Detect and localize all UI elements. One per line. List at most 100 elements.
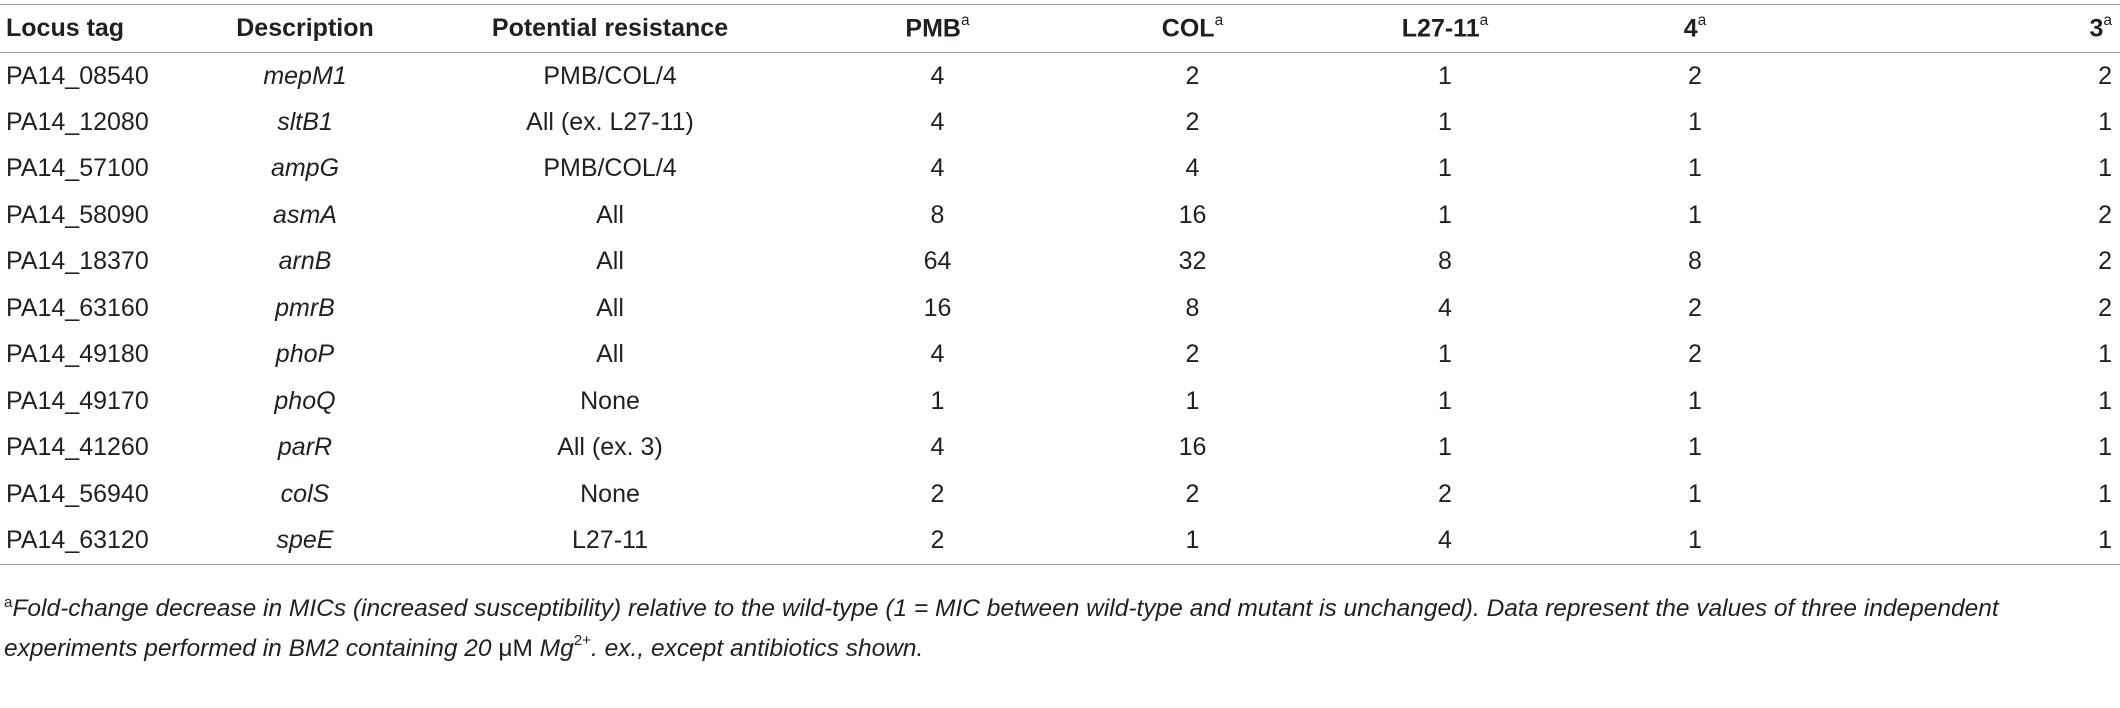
header-3: 3a [1820, 4, 2120, 53]
cell-potential-resistance: None [580, 386, 640, 415]
cell-col: 1 [1185, 386, 1200, 415]
table-row: PA14_49170 phoQ None 1 1 1 1 1 [0, 378, 2120, 425]
cell-4: 1 [1688, 386, 1702, 415]
cell-potential-resistance: All (ex. 3) [557, 433, 663, 462]
cell-locus-tag: PA14_57100 [6, 154, 149, 183]
cell-col: 1 [1065, 517, 1320, 565]
header-4: 4a [1570, 4, 1820, 53]
cell-col: 4 [1185, 154, 1200, 183]
cell-locus-tag: PA14_63120 [0, 517, 200, 565]
cell-col: 2 [1185, 340, 1200, 369]
table-row: PA14_63160 pmrB All 16 8 4 2 2 [0, 285, 2120, 332]
cell-locus-tag: PA14_63160 [6, 293, 149, 322]
footnote-text-2: Mg [532, 635, 574, 663]
cell-pmb: 4 [930, 433, 945, 462]
cell-locus-tag: PA14_49170 [6, 386, 149, 415]
footnote-text-1: Fold-change decrease in MICs (increased … [4, 595, 1999, 663]
cell-pmb: 8 [930, 200, 945, 229]
cell-3: 2 [2098, 200, 2112, 229]
cell-locus-tag: PA14_49180 [6, 340, 149, 369]
header-row: Locus tag Description Potential resistan… [0, 4, 2120, 53]
footnote-ref: a [960, 12, 970, 30]
footnote-mark: a [4, 593, 13, 611]
cell-3: 2 [2098, 293, 2112, 322]
cell-l27-11: 1 [1438, 433, 1452, 462]
cell-description: parR [277, 433, 333, 462]
cell-locus-tag: PA14_58090 [6, 200, 149, 229]
cell-col: 2 [1185, 61, 1200, 90]
cell-3: 2 [2098, 61, 2112, 90]
cell-4: 8 [1688, 247, 1702, 276]
cell-l27-11: 1 [1438, 61, 1452, 90]
cell-description: speE [200, 517, 410, 565]
footnote-ref: a [1697, 12, 1707, 30]
cell-col: 8 [1185, 293, 1200, 322]
cell-3: 1 [1820, 517, 2120, 565]
cell-description: mepM1 [263, 61, 347, 90]
cell-pmb: 1 [930, 386, 945, 415]
cell-pmb: 64 [923, 247, 952, 276]
table-row: PA14_41260 parR All (ex. 3) 4 16 1 1 1 [0, 425, 2120, 472]
footnote-ref: a [1479, 12, 1489, 30]
cell-3: 1 [2098, 154, 2112, 183]
table-row: PA14_56940 colS None 2 2 2 1 1 [0, 471, 2120, 518]
cell-4: 2 [1688, 61, 1702, 90]
cell-l27-11: 1 [1438, 386, 1452, 415]
cell-3: 1 [2098, 107, 2112, 136]
cell-pmb: 2 [810, 517, 1065, 565]
cell-potential-resistance: L27-11 [410, 517, 810, 565]
mic-table: Locus tag Description Potential resistan… [0, 4, 2120, 565]
cell-pmb: 4 [930, 107, 945, 136]
cell-col: 16 [1178, 433, 1207, 462]
cell-3: 2 [2098, 247, 2112, 276]
table-body: PA14_08540 mepM1 PMB/COL/4 4 2 1 2 2 PA14_12080 s… [0, 53, 2120, 565]
cell-3: 1 [2098, 386, 2112, 415]
header-pmb: PMBa [810, 4, 1065, 53]
cell-potential-resistance: None [580, 479, 640, 508]
cell-locus-tag: PA14_56940 [6, 479, 149, 508]
table-row: PA14_18370 arnB All 64 32 8 8 2 [0, 239, 2120, 286]
cell-locus-tag: PA14_08540 [6, 61, 149, 90]
cell-description: pmrB [275, 293, 335, 322]
footnote-ref: a [2103, 12, 2112, 30]
header-l27-11: L27-11a [1320, 4, 1570, 53]
cell-l27-11: 2 [1438, 479, 1452, 508]
table-row: PA14_49180 phoP All 4 2 1 2 1 [0, 332, 2120, 379]
cell-4: 1 [1688, 107, 1702, 136]
header-description: Description [200, 4, 410, 53]
cell-4: 2 [1688, 293, 1702, 322]
cell-3: 1 [2098, 479, 2112, 508]
cell-pmb: 4 [930, 340, 945, 369]
cell-description: arnB [278, 247, 332, 276]
cell-potential-resistance: All [596, 247, 624, 276]
cell-4: 1 [1688, 479, 1702, 508]
cell-l27-11: 1 [1438, 340, 1452, 369]
cell-3: 1 [2098, 340, 2112, 369]
table-row: PA14_12080 sltB1 All (ex. L27-11) 4 2 1 1 1 [0, 99, 2120, 146]
table-row: PA14_58090 asmA All 8 16 1 1 2 [0, 192, 2120, 239]
table-footnote: aFold-change decrease in MICs (increased… [4, 592, 2116, 666]
cell-potential-resistance: All [596, 340, 624, 369]
table-row: PA14_63120 speE L27-11 2 1 4 1 1 [0, 517, 2120, 565]
cell-description: colS [280, 479, 330, 508]
cell-pmb: 16 [923, 293, 952, 322]
footnote-ref: a [1214, 12, 1224, 30]
cell-locus-tag: PA14_18370 [6, 247, 149, 276]
cell-potential-resistance: All [596, 293, 624, 322]
cell-pmb: 2 [930, 479, 945, 508]
cell-l27-11: 1 [1438, 200, 1452, 229]
footnote-ion-charge: 2+ [573, 632, 592, 650]
cell-4: 1 [1688, 433, 1702, 462]
cell-l27-11: 1 [1438, 107, 1452, 136]
cell-l27-11: 1 [1438, 154, 1452, 183]
cell-col: 32 [1178, 247, 1207, 276]
cell-description: phoP [275, 340, 335, 369]
header-col: COLa [1065, 4, 1320, 53]
cell-potential-resistance: All [596, 200, 624, 229]
cell-3: 1 [2098, 433, 2112, 462]
cell-potential-resistance: PMB/COL/4 [543, 154, 677, 183]
cell-locus-tag: PA14_41260 [6, 433, 149, 462]
cell-description: asmA [273, 200, 337, 229]
cell-4: 1 [1570, 517, 1820, 565]
